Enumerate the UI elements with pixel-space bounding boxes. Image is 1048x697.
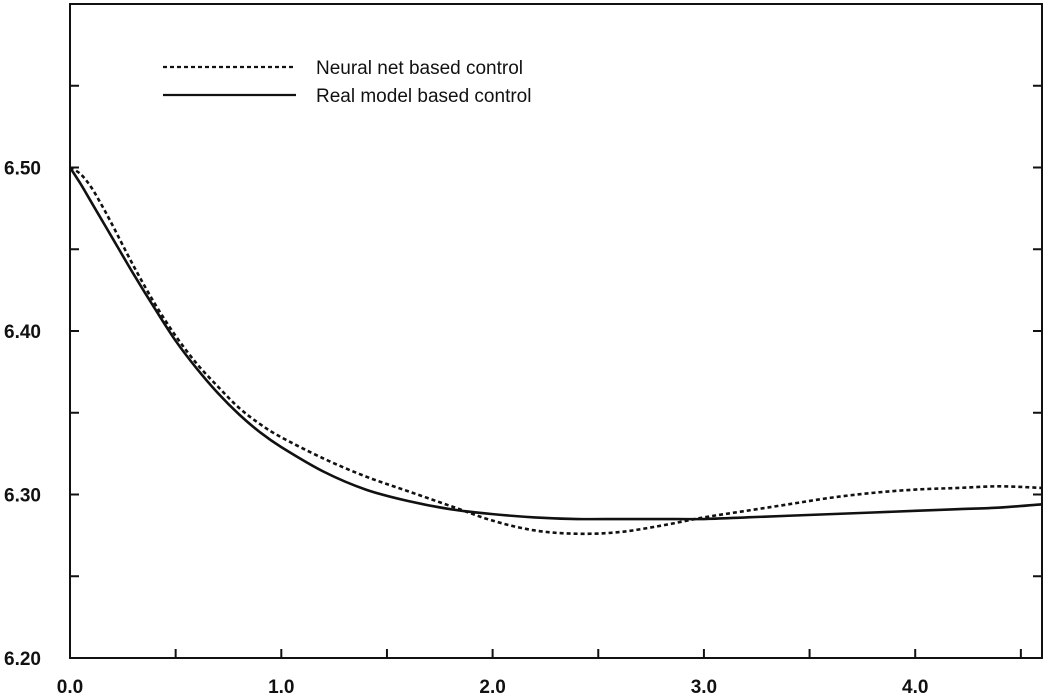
legend-label-1: Real model based control [316,86,531,107]
axes: 0.0 1.0 2.0 3.0 4.0 6.20 6.30 6.40 6.50 [4,3,1043,697]
legend-label-0: Neural net based control [316,58,523,79]
y-tick-label: 6.40 [4,322,41,343]
plot-frame [69,3,1043,659]
x-tick-label: 2.0 [479,677,505,697]
series-line-real-model [68,166,1043,521]
y-tick-label: 6.50 [4,159,41,180]
x-tick-label: 4.0 [902,677,928,697]
series-line-neural-net [69,166,1043,536]
legend: Neural net based control Real model based… [163,58,531,107]
x-tick-label: 0.0 [57,677,83,697]
x-tick-label: 3.0 [691,677,717,697]
x-tick-label: 1.0 [268,677,294,697]
series-layer [68,166,1043,536]
y-tick-label: 6.30 [4,486,41,507]
y-tick-label: 6.20 [4,649,41,670]
